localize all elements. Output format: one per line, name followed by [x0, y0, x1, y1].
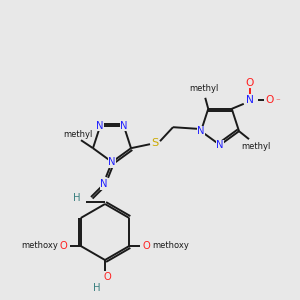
Text: S: S: [152, 138, 159, 148]
Text: N: N: [100, 179, 108, 189]
Text: O: O: [60, 241, 68, 251]
Text: N: N: [97, 121, 104, 131]
Text: N: N: [216, 140, 224, 150]
Text: H: H: [73, 193, 81, 203]
Text: N: N: [197, 126, 205, 136]
Text: O: O: [103, 272, 111, 282]
Text: methoxy: methoxy: [152, 242, 189, 250]
Text: methyl: methyl: [241, 142, 271, 151]
Text: O: O: [266, 95, 274, 105]
Text: methyl: methyl: [190, 84, 219, 93]
Text: H: H: [93, 283, 101, 293]
Text: N: N: [246, 95, 254, 105]
Text: methyl: methyl: [63, 130, 93, 139]
Text: O: O: [246, 78, 254, 88]
Text: O: O: [142, 241, 150, 251]
Text: N: N: [120, 121, 127, 131]
Text: N: N: [108, 157, 116, 167]
Text: ⁻: ⁻: [276, 97, 280, 106]
Text: methoxy: methoxy: [21, 242, 58, 250]
